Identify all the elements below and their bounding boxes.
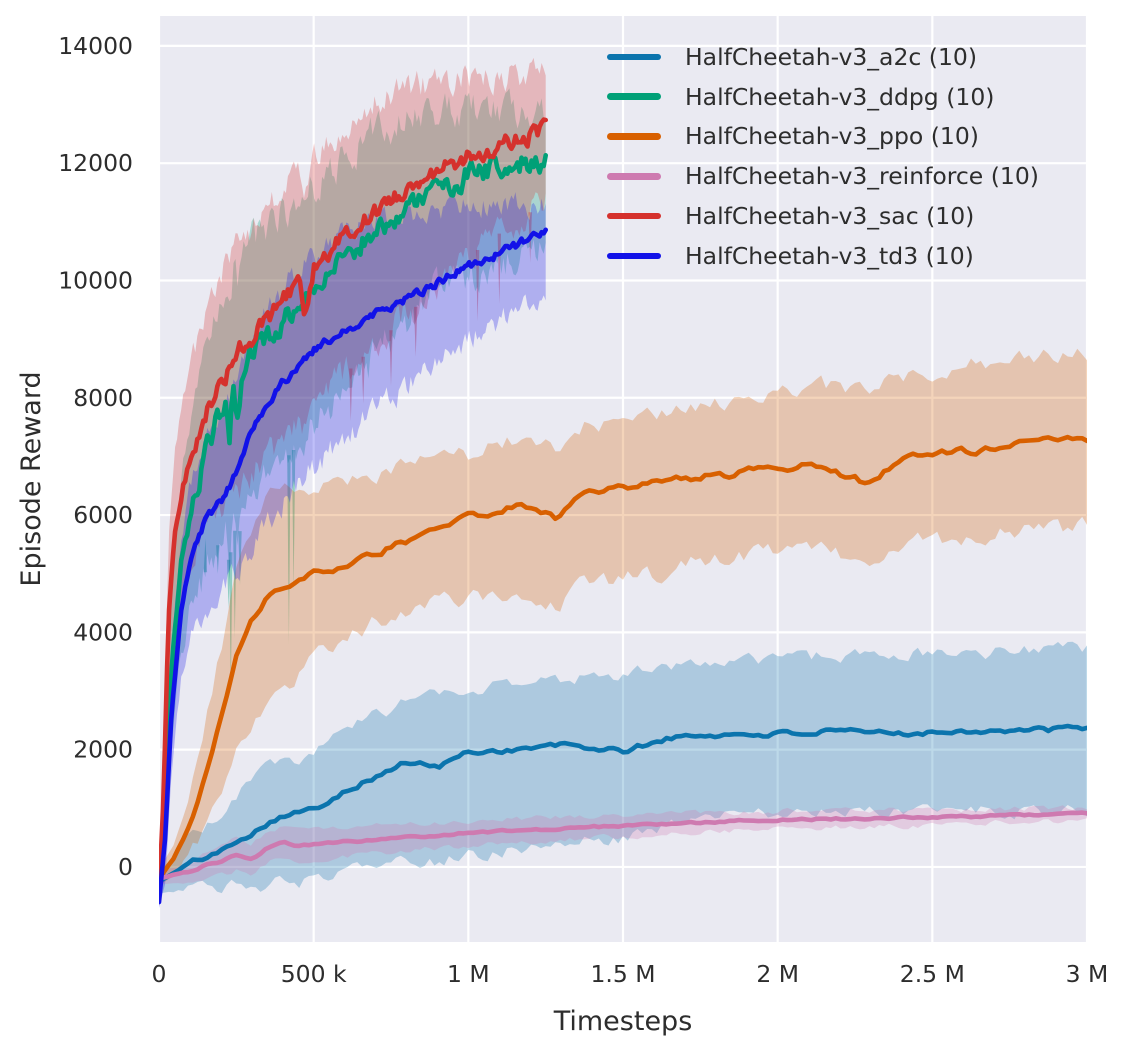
band-spike-HalfCheetah-v3_ddpg (10) bbox=[229, 552, 233, 691]
band-spike-HalfCheetah-v3_ddpg (10) bbox=[203, 538, 208, 573]
band-spike-HalfCheetah-v3_sac (10) bbox=[349, 368, 353, 422]
legend-label: HalfCheetah-v3_sac (10) bbox=[685, 202, 975, 231]
band-spike-HalfCheetah-v3_ddpg (10) bbox=[287, 455, 291, 645]
band-spike-HalfCheetah-v3_ddpg (10) bbox=[233, 530, 237, 639]
legend-item: HalfCheetah-v3_td3 (10) bbox=[607, 236, 1039, 276]
band-spike-HalfCheetah-v3_ddpg (10) bbox=[216, 545, 220, 574]
x-axis-label: Timesteps bbox=[553, 1006, 693, 1037]
x-tick-label: 1.5 M bbox=[590, 960, 655, 988]
x-tick-label: 3 M bbox=[1066, 960, 1109, 988]
y-tick-label: 6000 bbox=[73, 501, 133, 529]
line-HalfCheetah-v3_a2c (10) bbox=[159, 723, 1087, 884]
band-HalfCheetah-v3_td3 (10) bbox=[159, 192, 546, 909]
legend-swatch bbox=[607, 252, 661, 260]
legend-item: HalfCheetah-v3_ppo (10) bbox=[607, 117, 1039, 157]
y-tick-label: 4000 bbox=[73, 618, 133, 646]
band-spike-HalfCheetah-v3_ddpg (10) bbox=[226, 559, 231, 609]
x-tick-labels: 0 500 k 1 M 1.5 M 2 M 2.5 M 3 M bbox=[152, 960, 1109, 988]
y-tick-labels: 0 2000 4000 6000 8000 10000 12000 14000 bbox=[58, 32, 133, 881]
band-HalfCheetah-v3_ddpg (10) bbox=[159, 88, 546, 894]
line-HalfCheetah-v3_reinforce (10) bbox=[159, 810, 1087, 881]
x-tick-label: 2.5 M bbox=[900, 960, 965, 988]
band-spike-HalfCheetah-v3_sac (10) bbox=[414, 306, 418, 357]
y-tick-label: 12000 bbox=[58, 149, 133, 177]
line-HalfCheetah-v3_td3 (10) bbox=[159, 227, 548, 905]
band-spike-HalfCheetah-v3_sac (10) bbox=[361, 356, 365, 404]
y-tick-label: 2000 bbox=[73, 736, 133, 764]
legend-swatch bbox=[607, 133, 661, 140]
band-HalfCheetah-v3_reinforce (10) bbox=[159, 805, 1087, 885]
band-HalfCheetah-v3_a2c (10) bbox=[159, 641, 1087, 894]
legend: HalfCheetah-v3_a2c (10) HalfCheetah-v3_dd… bbox=[607, 37, 1039, 276]
y-tick-label: 10000 bbox=[58, 266, 133, 294]
legend-label: HalfCheetah-v3_reinforce (10) bbox=[685, 162, 1039, 191]
confidence-bands bbox=[159, 57, 1087, 909]
y-tick-label: 8000 bbox=[73, 384, 133, 412]
band-spike-HalfCheetah-v3_ddpg (10) bbox=[291, 450, 296, 592]
legend-label: HalfCheetah-v3_a2c (10) bbox=[685, 42, 978, 71]
x-tick-label: 2 M bbox=[756, 960, 799, 988]
x-tick-label: 500 k bbox=[281, 960, 347, 988]
line-HalfCheetah-v3_ppo (10) bbox=[159, 434, 1087, 881]
band-HalfCheetah-v3_ppo (10) bbox=[159, 348, 1087, 888]
band-spike-HalfCheetah-v3_ddpg (10) bbox=[238, 531, 242, 586]
legend-label: HalfCheetah-v3_ddpg (10) bbox=[685, 82, 995, 111]
legend-label: HalfCheetah-v3_ppo (10) bbox=[685, 122, 979, 151]
series-lines bbox=[159, 117, 1087, 905]
legend-item: HalfCheetah-v3_sac (10) bbox=[607, 196, 1039, 236]
legend-swatch bbox=[607, 173, 661, 180]
band-HalfCheetah-v3_sac (10) bbox=[159, 57, 546, 900]
line-HalfCheetah-v3_sac (10) bbox=[159, 117, 548, 896]
legend-item: HalfCheetah-v3_reinforce (10) bbox=[607, 156, 1039, 196]
y-axis-label: Episode Reward bbox=[16, 371, 47, 586]
x-tick-label: 1 M bbox=[447, 960, 490, 988]
line-HalfCheetah-v3_ddpg (10) bbox=[159, 153, 548, 890]
y-tick-label: 14000 bbox=[58, 32, 133, 60]
legend-item: HalfCheetah-v3_a2c (10) bbox=[607, 37, 1039, 77]
x-tick-label: 0 bbox=[152, 960, 167, 988]
legend-label: HalfCheetah-v3_td3 (10) bbox=[685, 241, 974, 270]
legend-item: HalfCheetah-v3_ddpg (10) bbox=[607, 77, 1039, 117]
legend-swatch bbox=[607, 53, 661, 61]
legend-swatch bbox=[607, 212, 661, 220]
legend-swatch bbox=[607, 93, 661, 100]
band-spike-HalfCheetah-v3_sac (10) bbox=[475, 250, 480, 322]
y-tick-label: 0 bbox=[118, 853, 133, 881]
band-spike-HalfCheetah-v3_sac (10) bbox=[389, 330, 393, 386]
